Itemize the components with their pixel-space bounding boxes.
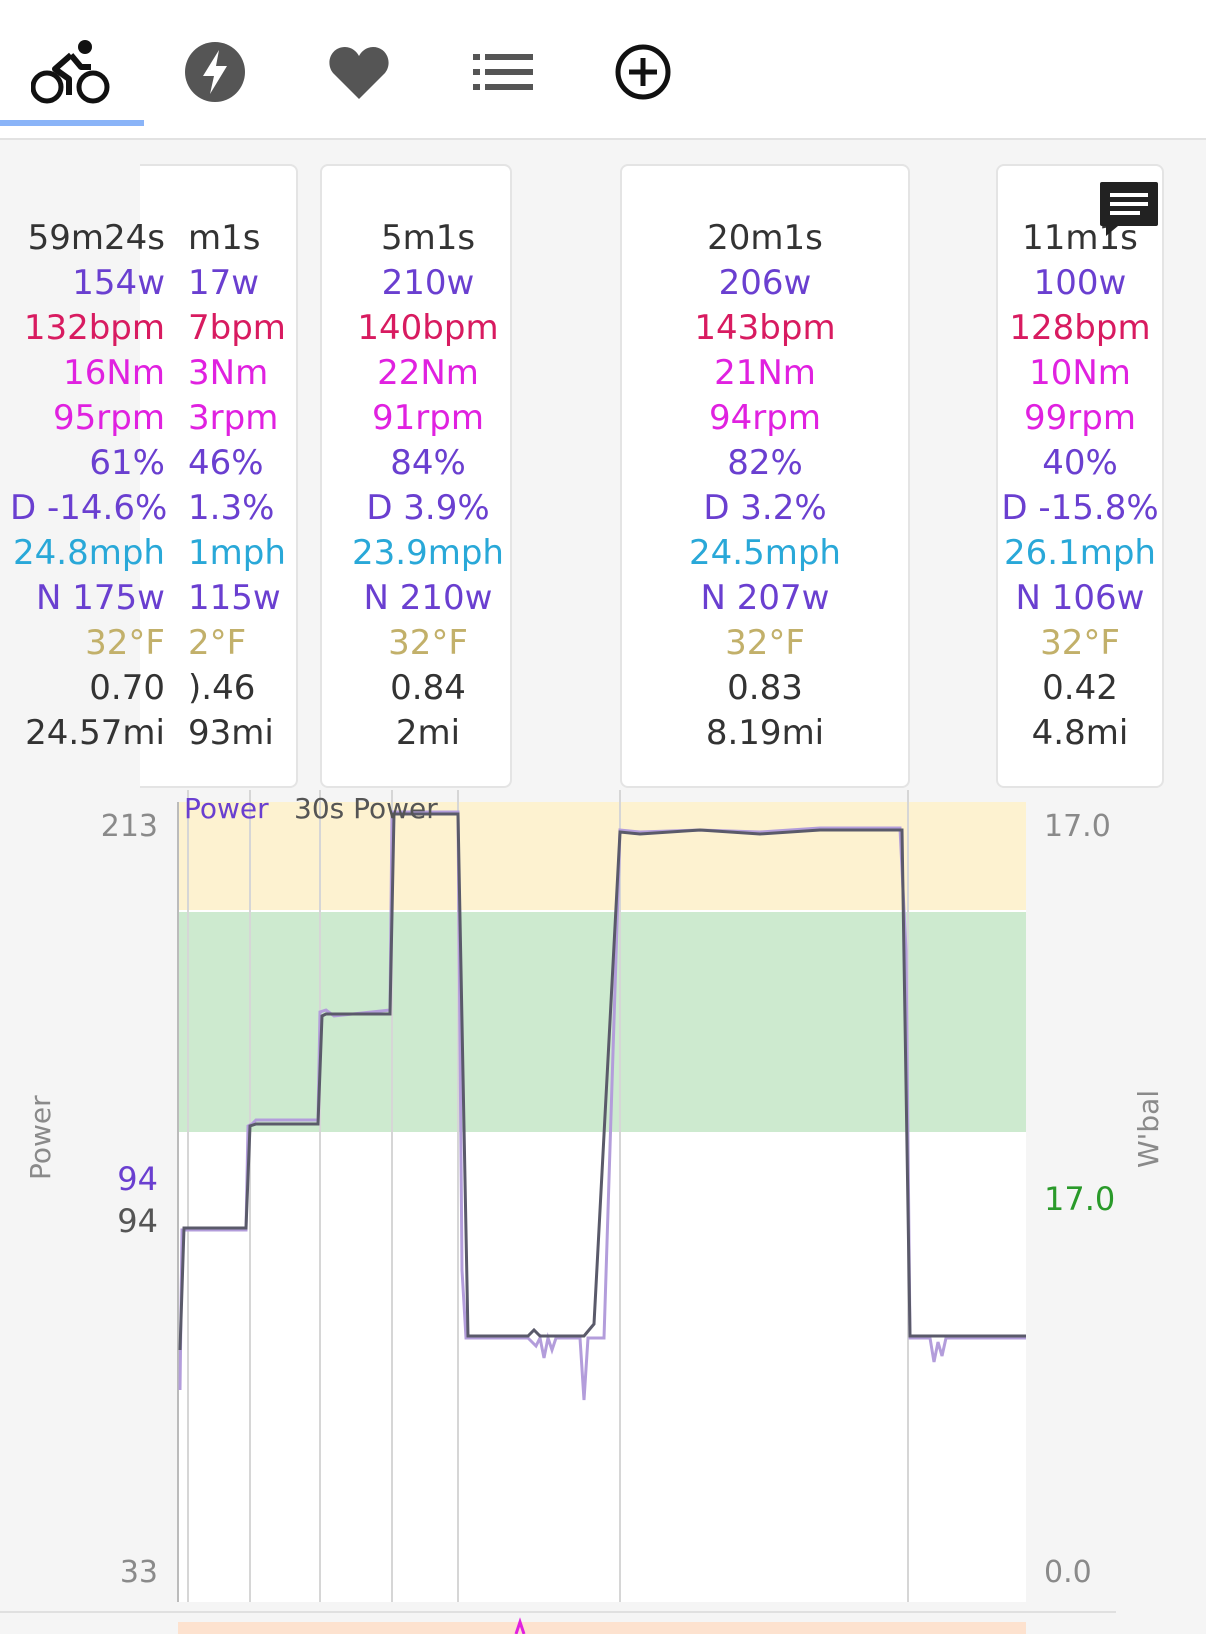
power-chart[interactable]: Power 30s Power 213 94 94 33 17.0 17.0 0… — [0, 790, 1206, 1634]
interval-torque: 16Nm — [63, 353, 165, 393]
interval-percent: 82% — [727, 443, 803, 483]
tab-list[interactable] — [458, 30, 548, 114]
interval-distance: 93mi — [188, 713, 274, 753]
interval-heartrate: 143bpm — [694, 308, 836, 348]
series-30s-power-line — [178, 812, 1026, 1351]
interval-percent: 46% — [188, 443, 264, 483]
interval-distance: 8.19mi — [705, 713, 825, 753]
interval-card[interactable] — [320, 164, 512, 788]
interval-torque: 22Nm — [377, 353, 479, 393]
interval-intensity-factor: 0.70 — [89, 668, 165, 708]
interval-power: 100w — [1033, 263, 1127, 303]
bicycle-icon — [31, 40, 110, 104]
interval-card[interactable] — [620, 164, 910, 788]
left-axis-title: Power — [24, 1095, 57, 1180]
interval-normalized-power: N 106w — [1015, 578, 1145, 618]
interval-delta: D -14.6% — [10, 488, 168, 528]
tab-ride[interactable] — [26, 30, 116, 114]
right-axis-title: W'bal — [1132, 1089, 1165, 1168]
interval-speed: 26.1mph — [1004, 533, 1156, 573]
left-tick-label: 33 — [120, 1555, 158, 1590]
interval-percent: 40% — [1042, 443, 1118, 483]
interval-temperature: 32°F — [1040, 623, 1120, 663]
interval-column-20min: 20m1s 206w 143bpm 21Nm 94rpm 82% D 3.2% … — [660, 216, 870, 756]
interval-cadence: 3rpm — [188, 398, 279, 438]
interval-column-ride: 59m24s 154w 132bpm 16Nm 95rpm 61% D -14.… — [10, 216, 168, 756]
interval-time: m1s — [188, 218, 261, 258]
active-tab-indicator — [0, 120, 144, 126]
interval-intensity-factor: 0.83 — [727, 668, 803, 708]
interval-delta: 1.3% — [188, 488, 275, 528]
interval-temperature: 32°F — [85, 623, 165, 663]
interval-delta: D 3.2% — [703, 488, 827, 528]
interval-heartrate: 7bpm — [188, 308, 286, 348]
tab-heart[interactable] — [314, 30, 404, 114]
interval-power: 17w — [188, 263, 260, 303]
notes-icon[interactable] — [1098, 180, 1160, 238]
interval-cadence: 91rpm — [372, 398, 484, 438]
interval-normalized-power: N 175w — [36, 578, 165, 618]
interval-card[interactable] — [140, 164, 298, 788]
zone-band-green — [178, 912, 1026, 1132]
left-tick-label: 94 — [117, 1202, 158, 1240]
list-icon — [473, 54, 533, 90]
interval-speed: 23.9mph — [352, 533, 504, 573]
next-chart-preview — [178, 1622, 1026, 1634]
tab-bar — [0, 0, 1206, 140]
interval-normalized-power: 115w — [188, 578, 281, 618]
tab-power[interactable] — [170, 30, 260, 114]
interval-temperature: 2°F — [188, 623, 247, 663]
interval-time: 5m1s — [380, 218, 476, 258]
lightning-icon — [185, 42, 245, 102]
interval-delta: D 3.9% — [366, 488, 490, 528]
interval-normalized-power: N 207w — [700, 578, 830, 618]
right-tick-label: 17.0 — [1044, 809, 1111, 844]
interval-distance: 4.8mi — [1031, 713, 1129, 753]
interval-speed: 24.8mph — [13, 533, 165, 573]
interval-delta: D -15.8% — [1001, 488, 1159, 528]
right-tick-label: 17.0 — [1044, 1180, 1115, 1218]
interval-distance: 2mi — [395, 713, 461, 753]
interval-percent: 84% — [390, 443, 466, 483]
interval-speed: 1mph — [188, 533, 286, 573]
legend-30s-power: 30s Power — [294, 792, 438, 825]
interval-cadence: 95rpm — [53, 398, 165, 438]
interval-column-11min: 11m1s 100w 128bpm 10Nm 99rpm 40% D -15.8… — [990, 216, 1170, 756]
interval-intensity-factor: ).46 — [188, 668, 256, 708]
interval-heartrate: 132bpm — [23, 308, 165, 348]
plus-circle-icon — [615, 44, 671, 100]
interval-cadence: 99rpm — [1024, 398, 1136, 438]
interval-intensity-factor: 0.42 — [1042, 668, 1118, 708]
interval-cadence: 94rpm — [709, 398, 821, 438]
interval-time: 20m1s — [707, 218, 823, 258]
interval-intensity-factor: 0.84 — [390, 668, 466, 708]
interval-summary-strip: 59m24s 154w 132bpm 16Nm 95rpm 61% D -14.… — [0, 164, 1206, 792]
tab-add[interactable] — [598, 30, 688, 114]
interval-percent: 61% — [89, 443, 165, 483]
interval-distance: 24.57mi — [25, 713, 165, 753]
interval-torque: 21Nm — [714, 353, 816, 393]
interval-heartrate: 128bpm — [1009, 308, 1151, 348]
interval-power: 210w — [381, 263, 475, 303]
interval-temperature: 32°F — [388, 623, 468, 663]
interval-torque: 10Nm — [1029, 353, 1131, 393]
interval-normalized-power: N 210w — [363, 578, 493, 618]
heart-icon — [329, 47, 389, 99]
interval-speed: 24.5mph — [689, 533, 841, 573]
interval-time: 59m24s — [27, 218, 165, 258]
interval-power: 154w — [72, 263, 165, 303]
interval-column-5min: 5m1s 210w 140bpm 22Nm 91rpm 84% D 3.9% 2… — [340, 216, 516, 756]
interval-column-clipped: m1s 17w 7bpm 3Nm 3rpm 46% 1.3% 1mph 115w… — [188, 216, 286, 756]
left-tick-label: 94 — [117, 1160, 158, 1198]
interval-temperature: 32°F — [725, 623, 805, 663]
legend-power: Power — [184, 792, 269, 825]
interval-torque: 3Nm — [188, 353, 269, 393]
interval-heartrate: 140bpm — [357, 308, 499, 348]
left-tick-label: 213 — [101, 809, 158, 844]
right-tick-label: 0.0 — [1044, 1555, 1092, 1590]
interval-card[interactable] — [996, 164, 1164, 788]
interval-power: 206w — [718, 263, 812, 303]
